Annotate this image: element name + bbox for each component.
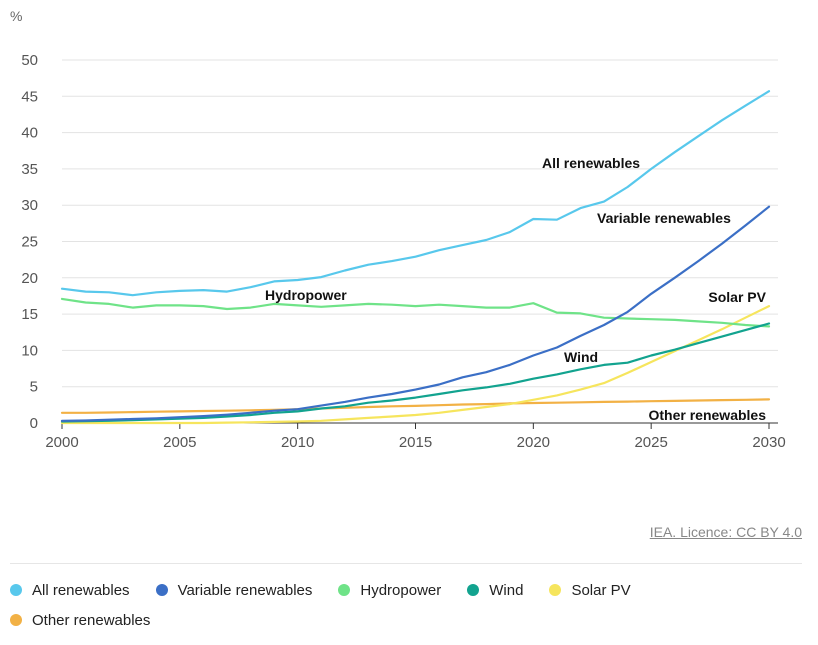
series-label-hydropower: Hydropower <box>265 287 347 303</box>
x-axis-ticks: 2000 2005 2010 2015 2020 2025 2030 <box>45 423 786 451</box>
x-tick-label: 2015 <box>399 434 432 451</box>
series-label-variable-renewables: Variable renewables <box>597 210 731 226</box>
legend-swatch <box>10 614 22 626</box>
x-tick-label: 2005 <box>163 434 196 451</box>
series-label-solar-pv: Solar PV <box>708 289 766 305</box>
y-tick-label: 0 <box>30 415 38 432</box>
series-lines <box>60 90 771 425</box>
series-label-other-renewables: Other renewables <box>649 407 767 423</box>
series-line-hydropower <box>60 297 771 328</box>
legend-swatch <box>10 584 22 596</box>
series-line-wind <box>60 322 771 423</box>
series-line-variable-renewables <box>60 205 771 422</box>
legend-item-wind[interactable]: Wind <box>467 580 523 600</box>
legend-label: Solar PV <box>571 581 631 599</box>
y-tick-label: 30 <box>21 197 38 214</box>
y-tick-label: 25 <box>21 234 38 251</box>
y-tick-label: 45 <box>21 88 38 105</box>
y-tick-label: 20 <box>21 270 38 287</box>
legend-item-solar-pv[interactable]: Solar PV <box>549 580 631 600</box>
divider <box>10 563 802 564</box>
series-line-other-renewables <box>60 398 771 414</box>
legend-item-all-renewables[interactable]: All renewables <box>10 580 130 600</box>
legend-label: Wind <box>489 581 524 599</box>
gridlines <box>62 59 778 424</box>
legend-item-hydropower[interactable]: Hydropower <box>338 580 441 600</box>
series-line-solar-pv <box>60 305 771 425</box>
y-unit-label: % <box>10 8 22 24</box>
y-axis-ticks: 0 5 10 15 20 25 30 35 40 45 50 <box>21 52 38 432</box>
series-label-all-renewables: All renewables <box>542 155 640 171</box>
series-line-all-renewables <box>60 90 771 297</box>
credit-link[interactable]: IEA. Licence: CC BY 4.0 <box>649 524 802 540</box>
y-tick-label: 50 <box>21 52 38 69</box>
x-tick-label: 2030 <box>752 434 785 451</box>
x-tick-label: 2010 <box>281 434 314 451</box>
legend-label: Hydropower <box>360 581 442 599</box>
y-tick-label: 5 <box>30 379 38 396</box>
legend-swatch <box>467 584 480 596</box>
legend-item-variable-renewables[interactable]: Variable renewables <box>155 580 313 600</box>
series-label-wind: Wind <box>564 349 598 365</box>
x-tick-label: 2025 <box>634 434 667 451</box>
x-tick-label: 2000 <box>45 434 78 451</box>
legend: All renewables Variable renewables Hydropo… <box>10 580 800 630</box>
legend-swatch <box>155 584 168 596</box>
x-tick-label: 2020 <box>517 434 550 451</box>
legend-label: All renewables <box>32 581 130 599</box>
series-labels: All renewables Variable renewables Hydropo… <box>265 155 767 423</box>
legend-swatch <box>549 584 562 596</box>
legend-item-other-renewables[interactable]: Other renewables <box>10 610 150 630</box>
legend-label: Variable renewables <box>177 581 313 599</box>
y-tick-label: 35 <box>21 161 38 178</box>
y-tick-label: 10 <box>21 342 38 359</box>
legend-swatch <box>338 584 351 596</box>
y-tick-label: 40 <box>21 125 38 142</box>
y-tick-label: 15 <box>21 306 38 323</box>
legend-label: Other renewables <box>32 611 151 629</box>
